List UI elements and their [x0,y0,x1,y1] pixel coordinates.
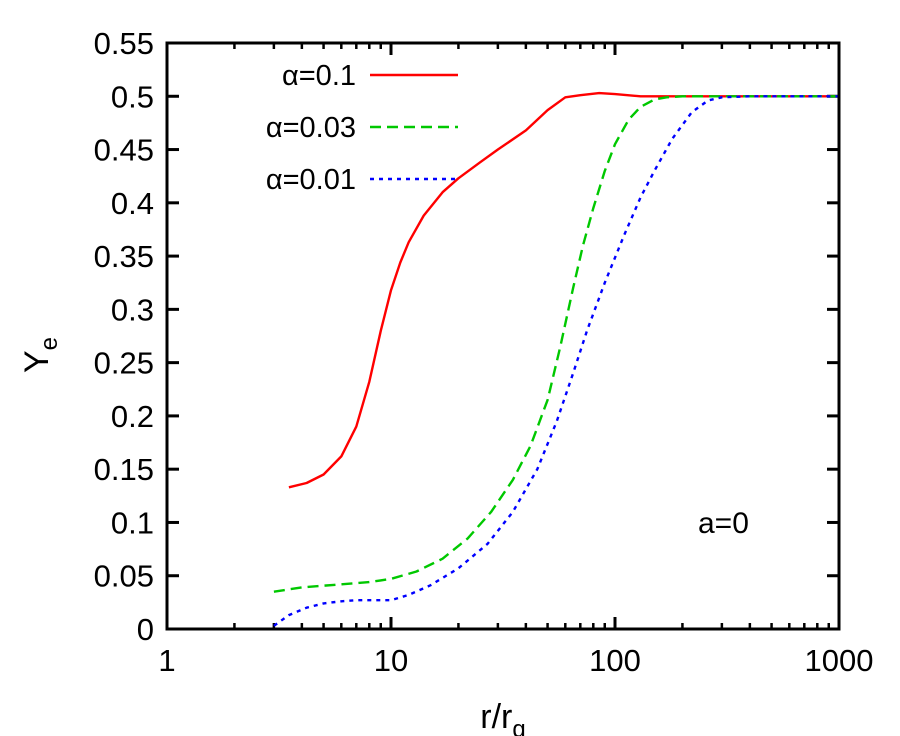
legend-label: α=0.03 [266,112,356,144]
x-tick-label: 1000 [805,643,874,678]
y-axis-label-sub: e [36,337,63,350]
legend-label: α=0.01 [266,164,356,196]
y-tick-label: 0.35 [94,239,154,274]
x-tick-label: 100 [589,643,641,678]
legend: α=0.1 α=0.03 α=0.01 [266,60,458,196]
y-tick-label: 0.15 [94,452,154,487]
y-axis-label-main: Y [18,350,56,373]
y-tick-label: 0 [137,612,154,647]
series-line [288,91,839,489]
x-axis-label-main: r/r [480,698,512,736]
x-tick-label: 1 [158,643,175,678]
legend-label: α=0.1 [282,60,356,92]
x-axis-label-sub: g [512,716,525,736]
y-tick-label: 0.25 [94,346,154,381]
y-tick-label: 0.3 [111,292,154,327]
parameter-annotation: a=0 [698,507,749,540]
y-axis-label: Ye [18,337,63,373]
y-tick-label: 0.5 [111,79,154,114]
y-tick-label: 0.45 [94,133,154,168]
y-tick-label: 0.05 [94,559,154,594]
tick-labels-layer: 0 0.05 0.1 0.15 0.2 0.25 0.3 0.35 0.4 0.45 0.5 0.55… [94,26,874,678]
x-axis-label: r/rg [480,698,525,736]
y-tick-label: 0.55 [94,26,154,61]
y-tick-label: 0.4 [111,186,154,221]
series-line [273,95,839,627]
x-tick-label: 10 [374,643,408,678]
series-layer [273,91,839,627]
y-tick-label: 0.2 [111,399,154,434]
y-tick-label: 0.1 [111,505,154,540]
plot-frame [165,41,841,631]
